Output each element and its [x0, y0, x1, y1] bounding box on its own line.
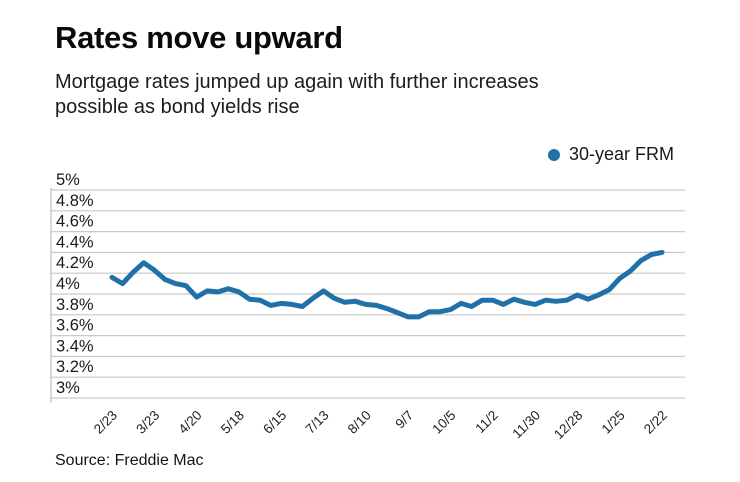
x-axis-tick-label: 8/10 — [345, 408, 374, 437]
x-axis-tick-label: 6/15 — [260, 408, 289, 437]
y-axis-tick-label: 3.2% — [56, 358, 94, 376]
x-axis-tick-label: 11/2 — [472, 408, 500, 436]
x-axis-tick-label: 5/18 — [218, 408, 247, 437]
source-credit: Source: Freddie Mac — [55, 452, 204, 469]
y-axis-tick-label: 3.4% — [56, 337, 94, 355]
y-axis-tick-label: 4.2% — [56, 254, 94, 272]
legend-marker-dot — [548, 148, 560, 161]
chart-legend: 30-year FRM — [548, 144, 674, 165]
x-axis-tick-label: 1/25 — [599, 408, 628, 437]
chart-subtitle: Mortgage rates jumped up again with furt… — [55, 70, 539, 120]
y-axis-tick-label: 4.4% — [56, 233, 94, 251]
x-axis-tick-label: 12/28 — [551, 408, 586, 443]
chart-title: Rates move upward — [55, 20, 343, 55]
chart-subtitle-line1: Mortgage rates jumped up again with furt… — [55, 71, 539, 93]
y-axis-tick-label: 4.6% — [56, 213, 94, 231]
y-axis-tick-label: 3.6% — [56, 317, 94, 335]
y-axis-tick-label: 3.8% — [56, 296, 94, 314]
x-axis-tick-label: 3/23 — [133, 408, 162, 437]
x-axis-tick-label: 9/7 — [392, 408, 416, 432]
x-axis-tick-label: 11/30 — [509, 408, 543, 442]
chart-subtitle-line2: possible as bond yields rise — [55, 96, 300, 118]
y-axis-tick-label: 3% — [56, 379, 80, 397]
y-axis-tick-label: 4.8% — [56, 192, 94, 210]
legend-series-label: 30-year FRM — [569, 144, 675, 164]
frm-rate-line — [109, 249, 665, 320]
y-axis-tick-label: 4% — [56, 275, 80, 293]
x-axis-tick-label: 4/20 — [176, 408, 205, 437]
x-axis-tick-label: 2/23 — [91, 408, 120, 437]
y-axis-tick-label: 5% — [56, 171, 80, 189]
x-axis-tick-label: 7/13 — [302, 408, 331, 437]
x-axis-tick-label: 2/22 — [641, 408, 670, 437]
x-axis-tick-label: 10/5 — [429, 408, 458, 437]
